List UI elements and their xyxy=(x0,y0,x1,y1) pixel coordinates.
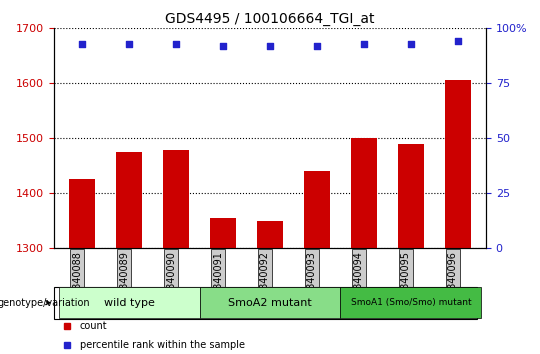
Point xyxy=(172,41,180,46)
Bar xyxy=(340,287,481,318)
Bar xyxy=(69,179,95,248)
Point xyxy=(78,41,86,46)
Text: GSM840088: GSM840088 xyxy=(72,251,82,310)
Point xyxy=(125,41,133,46)
Title: GDS4495 / 100106664_TGI_at: GDS4495 / 100106664_TGI_at xyxy=(165,12,375,26)
Text: genotype/variation: genotype/variation xyxy=(0,298,90,308)
Bar xyxy=(304,171,330,248)
Text: GSM840095: GSM840095 xyxy=(401,251,411,310)
Text: SmoA1 (Smo/Smo) mutant: SmoA1 (Smo/Smo) mutant xyxy=(350,298,471,307)
Text: GSM840093: GSM840093 xyxy=(307,251,317,310)
Point xyxy=(313,43,321,49)
Bar xyxy=(200,287,340,318)
Point xyxy=(407,41,415,46)
Point xyxy=(454,39,462,44)
Bar xyxy=(210,218,236,248)
Text: wild type: wild type xyxy=(104,298,154,308)
Text: GSM840094: GSM840094 xyxy=(354,251,364,310)
Text: GSM840096: GSM840096 xyxy=(448,251,458,310)
Text: count: count xyxy=(80,321,107,331)
Point xyxy=(266,43,274,49)
Bar xyxy=(257,222,283,248)
Text: GSM840092: GSM840092 xyxy=(260,251,270,310)
Bar xyxy=(163,150,189,248)
Text: GSM840090: GSM840090 xyxy=(166,251,176,310)
Point xyxy=(360,41,368,46)
Point xyxy=(219,43,227,49)
Text: percentile rank within the sample: percentile rank within the sample xyxy=(80,340,245,350)
Bar xyxy=(59,287,200,318)
Bar xyxy=(116,152,142,248)
Bar xyxy=(445,80,471,248)
Bar xyxy=(398,143,424,248)
Text: GSM840089: GSM840089 xyxy=(119,251,129,310)
Text: SmoA2 mutant: SmoA2 mutant xyxy=(228,298,312,308)
Bar xyxy=(351,138,377,248)
Text: GSM840091: GSM840091 xyxy=(213,251,223,310)
